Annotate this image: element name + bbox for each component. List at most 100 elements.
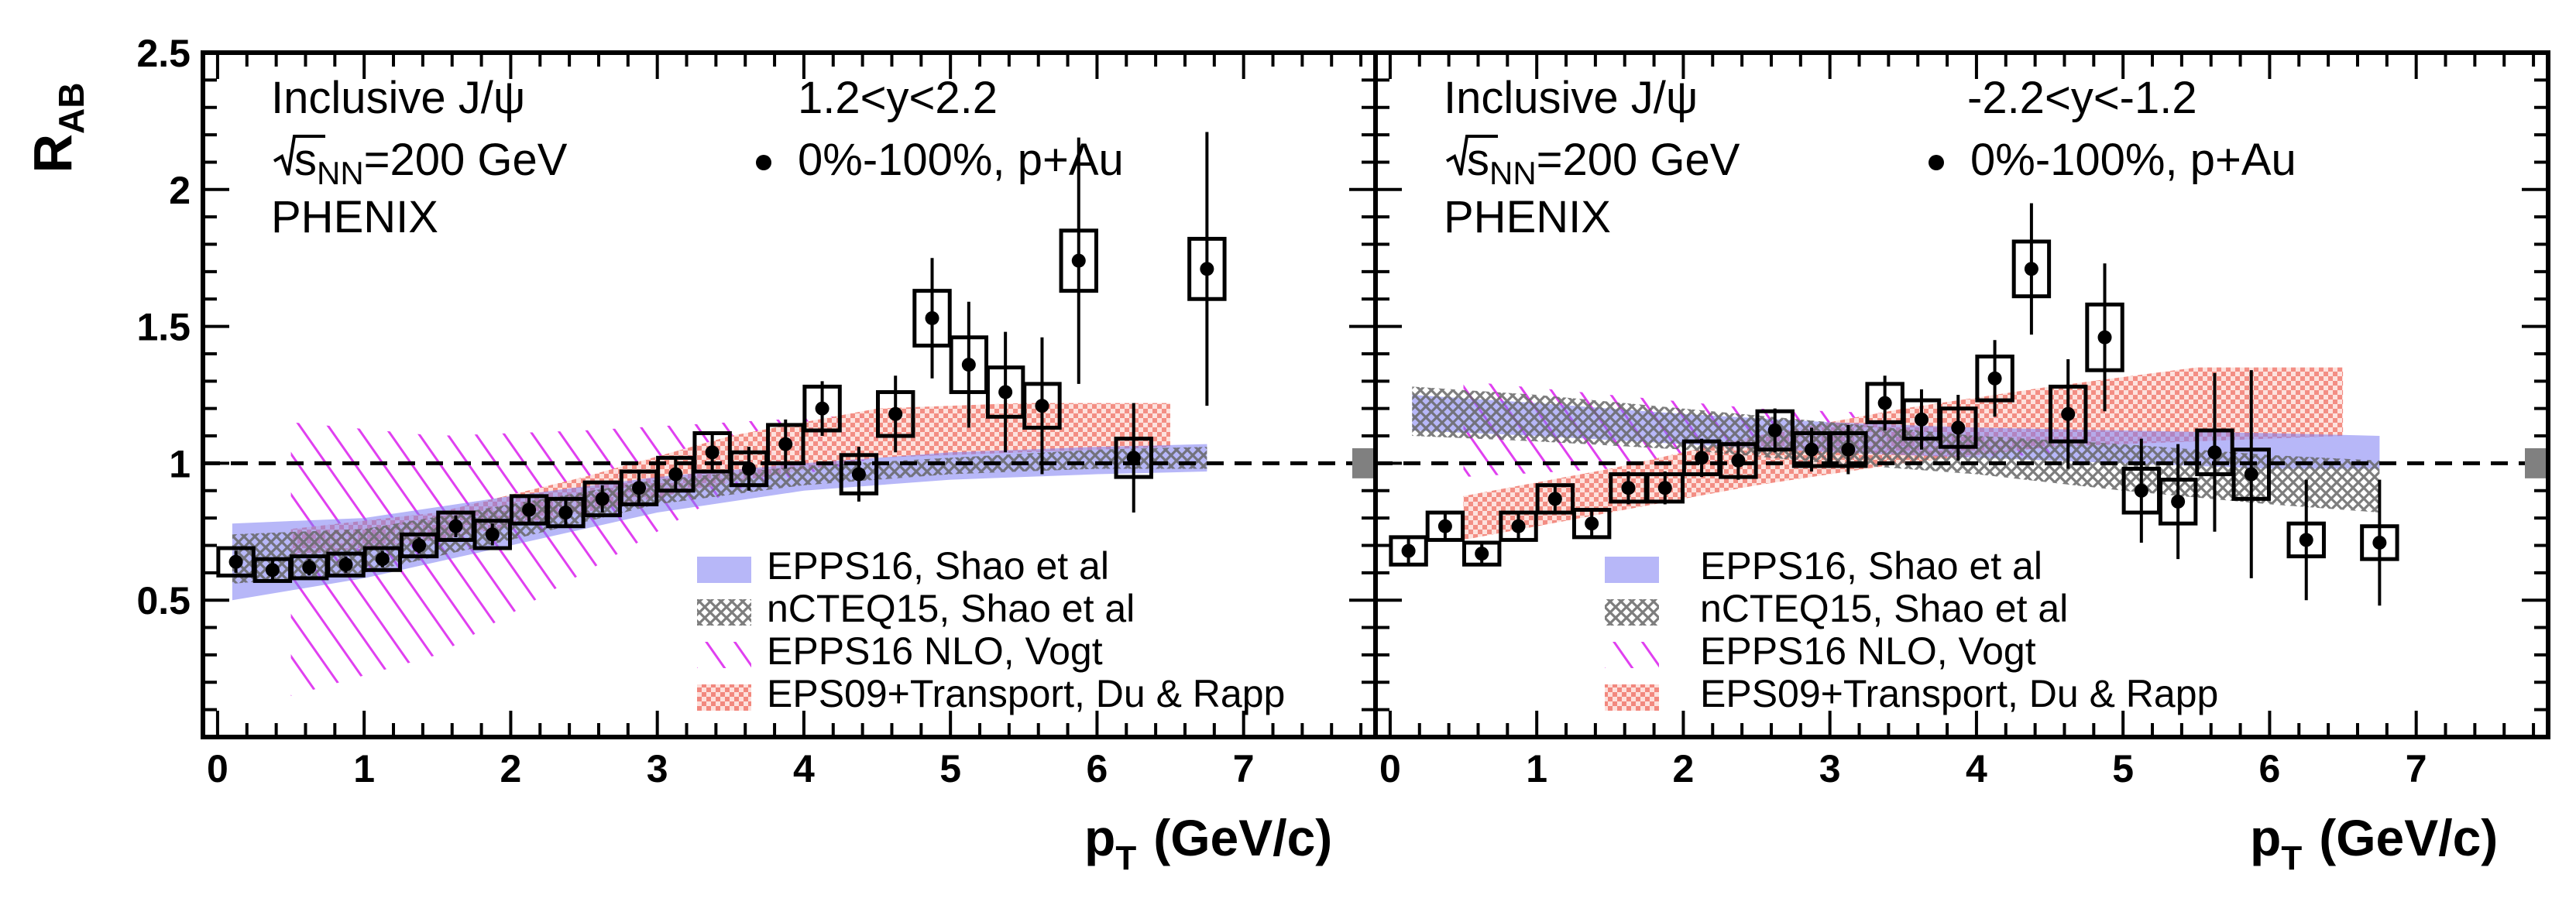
left-legend-label-rapp: EPS09+Transport, Du & Rapp (767, 672, 1285, 715)
right-data-point-21 (2171, 494, 2186, 509)
right-data-point-4 (1547, 492, 1562, 506)
right-data-point-5 (1585, 516, 1599, 531)
y-axis-title-main: R (22, 134, 83, 173)
left-label-series: 0%-100%, p+Au (798, 135, 1124, 185)
right-band-ncteq15-shao (1412, 386, 2380, 513)
left-data-point-16 (815, 401, 829, 416)
left-x-tick-label: 3 (647, 747, 668, 790)
left-legend-label-epps16: EPPS16, Shao et al (767, 544, 1109, 588)
right-label-inclusive: Inclusive J/ψ (1444, 73, 1698, 123)
right-data-point-22 (2207, 445, 2222, 460)
right-label-energy: sNN=200 GeV (1445, 135, 1740, 191)
left-data-point-19 (925, 310, 939, 325)
right-data-point-8 (1695, 451, 1709, 465)
left-data-point-18 (888, 406, 903, 421)
left-energy-sub: NN (317, 155, 364, 191)
left-annotations: Inclusive J/ψ sNN=200 GeV PHENIX 1.2<y<2… (271, 73, 1124, 242)
left-label-energy: sNN=200 GeV (273, 135, 568, 191)
y-tick-label: 0.5 (136, 579, 191, 622)
svg-text:pT(GeV/c): pT (GeV/c) (1084, 809, 1332, 877)
left-legend-label-ncteq15: nCTEQ15, Shao et al (767, 587, 1135, 630)
left-data-point-0 (228, 554, 243, 569)
right-data-point-11 (1805, 442, 1819, 457)
right-legend-swatch-vogt (1605, 642, 1659, 668)
left-x-tick-label: 2 (500, 747, 522, 790)
right-data-point-14 (1914, 412, 1929, 427)
right-x-tick-label: 1 (1526, 747, 1547, 790)
left-x-tick-label: 1 (353, 747, 375, 790)
right-x-axis-title: pT (GeV/c) (2250, 809, 2498, 877)
left-data-point-12 (668, 467, 683, 482)
y-axis-title: RAB (22, 82, 91, 173)
right-x-title-sub: T (2281, 839, 2302, 877)
left-series-marker (756, 155, 771, 170)
right-x-tick-label: 6 (2259, 747, 2281, 790)
left-data-points (216, 132, 1227, 583)
left-data-point-3 (338, 557, 353, 572)
left-data-point-20 (961, 358, 976, 372)
left-x-title-main: p (1084, 809, 1115, 866)
svg-text:pT(GeV/c): pT (GeV/c) (2250, 809, 2498, 877)
left-sys-box-5 (399, 532, 439, 559)
left-label-rapidity: 1.2<y<2.2 (798, 73, 998, 123)
right-legend-swatch-rapp (1605, 684, 1659, 711)
right-plot-frame (1373, 50, 2550, 739)
right-data-point-15 (1951, 420, 1966, 435)
y-tick-label: 2 (169, 169, 191, 212)
right-energy-value: =200 GeV (1537, 135, 1740, 185)
right-data-point-20 (2134, 483, 2148, 498)
right-data-points (1389, 203, 2399, 606)
left-data-point-6 (448, 519, 463, 533)
left-data-point-24 (1126, 451, 1141, 465)
right-data-point-3 (1511, 519, 1526, 533)
svg-text:sNN=200 GeV: sNN=200 GeV (294, 135, 568, 191)
left-x-tick-labels: 0 1 2 3 4 5 6 7 (207, 747, 1255, 790)
right-global-uncertainty-box (2525, 447, 2548, 478)
right-data-point-25 (2372, 535, 2387, 550)
left-data-point-5 (412, 538, 427, 553)
svg-text:RAB: RAB (22, 82, 91, 173)
right-data-point-9 (1731, 453, 1746, 468)
right-data-point-16 (1987, 371, 2002, 386)
left-y-tick-labels: 0.5 1 1.5 2 2.5 (136, 32, 191, 622)
left-data-point-21 (998, 385, 1013, 399)
left-data-point-22 (1035, 399, 1049, 413)
right-legend-label-rapp: EPS09+Transport, Du & Rapp (1700, 672, 2218, 715)
y-tick-label: 2.5 (136, 32, 191, 75)
left-data-point-8 (522, 502, 537, 517)
left-legend-swatch-epps16 (697, 557, 751, 583)
right-x-tick-label: 2 (1673, 747, 1695, 790)
right-annotations: Inclusive J/ψ sNN=200 GeV PHENIX -2.2<y<… (1444, 73, 2296, 242)
right-data-point-0 (1401, 543, 1416, 558)
left-x-title-unit: (GeV/c) (1153, 809, 1332, 866)
y-tick-label: 1.5 (136, 306, 191, 349)
right-x-tick-label: 5 (2112, 747, 2134, 790)
right-data-point-2 (1475, 547, 1489, 561)
left-data-point-1 (265, 563, 280, 578)
right-legend-swatch-ncteq15 (1605, 599, 1659, 626)
left-data-point-13 (705, 445, 720, 460)
right-x-tick-label: 0 (1379, 747, 1401, 790)
left-energy-symbol: s (294, 135, 317, 185)
left-data-point-17 (851, 467, 866, 482)
left-legend-swatch-rapp (697, 684, 751, 711)
left-data-point-25 (1200, 262, 1214, 276)
left-legend-label-vogt: EPPS16 NLO, Vogt (767, 629, 1103, 673)
right-series-marker (1929, 155, 1944, 170)
right-data-point-10 (1767, 423, 1782, 437)
right-legend-label-vogt: EPPS16 NLO, Vogt (1700, 629, 2036, 673)
right-panel: 0 1 2 3 4 5 6 7 Inclusive J/ψ sNN=200 GeV PHENI… (1373, 50, 2550, 877)
right-data-point-12 (1841, 442, 1856, 457)
right-data-point-7 (1657, 481, 1672, 495)
svg-text:sNN=200 GeV: sNN=200 GeV (1467, 135, 1740, 191)
right-data-point-6 (1621, 481, 1636, 495)
right-label-series: 0%-100%, p+Au (1970, 135, 2296, 185)
left-legend: EPPS16, Shao et al nCTEQ15, Shao et al E… (697, 544, 1285, 715)
right-x-tick-label: 4 (1966, 747, 1987, 790)
left-data-point-10 (595, 492, 610, 506)
right-data-point-13 (1877, 396, 1892, 410)
right-energy-symbol: s (1467, 135, 1489, 185)
left-data-point-14 (741, 461, 756, 476)
y-tick-label: 1 (169, 442, 191, 485)
